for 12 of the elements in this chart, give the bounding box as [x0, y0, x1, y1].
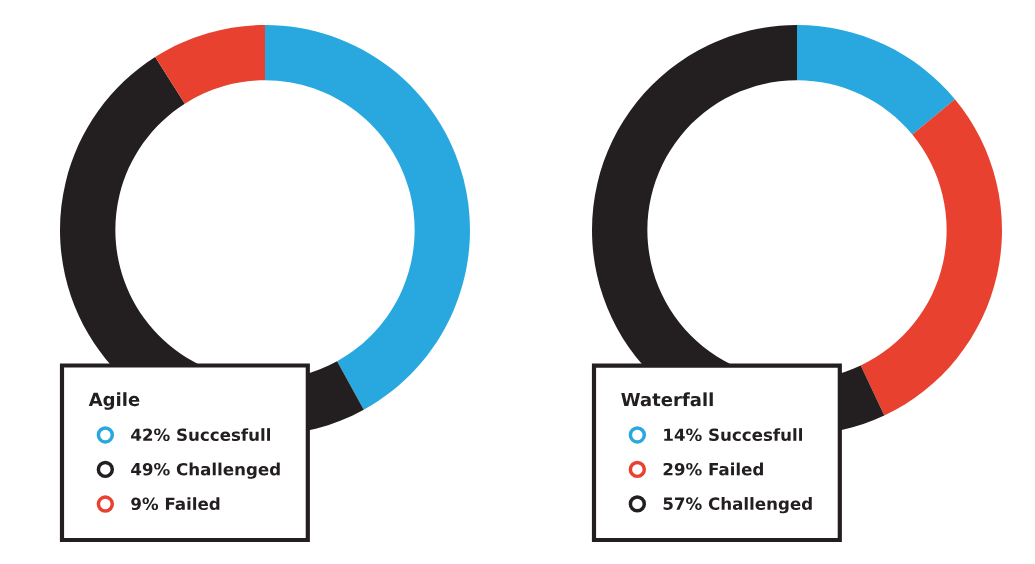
- legend-label: 49% Challenged: [131, 462, 280, 479]
- donut-slice: [155, 25, 265, 104]
- legend-label: 9% Failed: [131, 497, 220, 511]
- legend-label: 42% Succesfull: [131, 428, 271, 442]
- donut-slice: [860, 99, 1002, 416]
- donut-slice: [265, 25, 470, 410]
- donut-slice: [797, 25, 955, 135]
- legend-title: Agile: [88, 392, 140, 410]
- legend-label: 29% Failed: [663, 462, 763, 476]
- legend-label: 57% Challenged: [663, 497, 812, 514]
- legend-label: 14% Succesfull: [664, 428, 803, 442]
- legend-title: Waterfall: [621, 392, 713, 407]
